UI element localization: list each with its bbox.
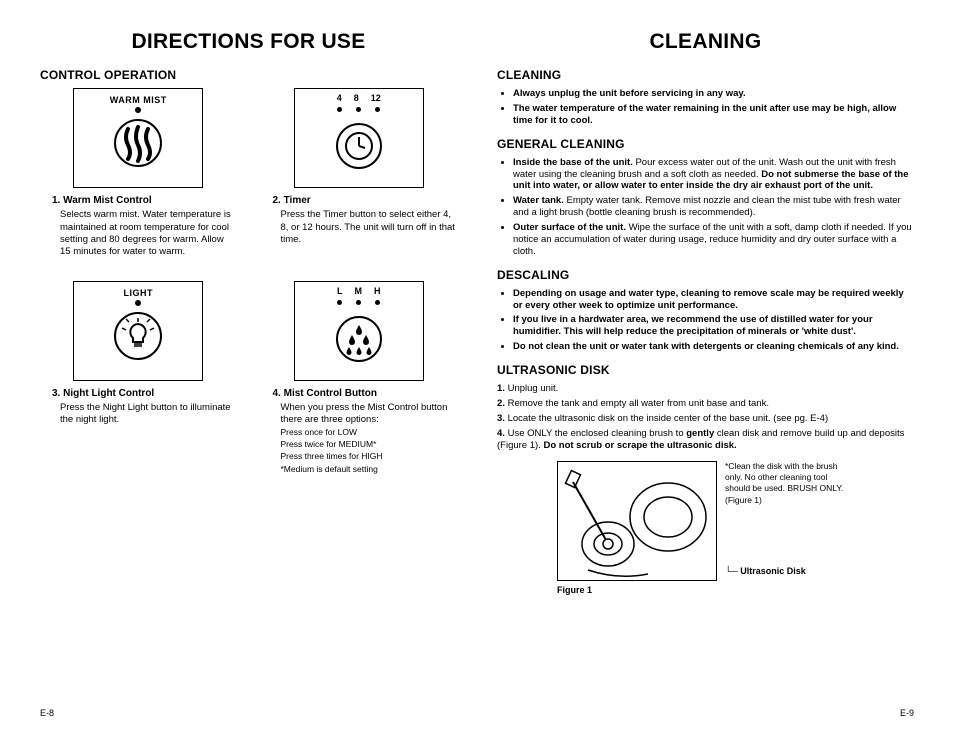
control-light: LIGHT 3. Night Light C xyxy=(40,281,237,476)
control-operation-heading: CONTROL OPERATION xyxy=(40,68,457,82)
page-number-left: E-8 xyxy=(40,708,54,718)
light-label: LIGHT xyxy=(124,288,154,298)
droplets-icon xyxy=(335,315,383,363)
ultrasonic-heading: ULTRASONIC DISK xyxy=(497,363,914,377)
descaling-heading: DESCALING xyxy=(497,268,914,282)
lightbulb-icon xyxy=(114,310,162,362)
cleaning-heading: CLEANING xyxy=(497,68,914,82)
figure-1-box xyxy=(557,461,717,581)
general-cleaning-list: Inside the base of the unit. Pour excess… xyxy=(497,157,914,258)
warm-mist-label: WARM MIST xyxy=(110,95,167,105)
warm-mist-box: WARM MIST xyxy=(73,88,203,188)
ultrasonic-steps: 1. Unplug unit. 2. Remove the tank and e… xyxy=(497,383,914,451)
dot-icon xyxy=(135,107,141,113)
cleaning-list: Always unplug the unit before servicing … xyxy=(497,88,914,127)
clock-icon xyxy=(335,122,383,170)
light-box: LIGHT xyxy=(73,281,203,381)
figure-caption: Figure 1 xyxy=(557,585,914,595)
page-number-right: E-9 xyxy=(900,708,914,718)
timer-box: 4 8 12 xyxy=(294,88,424,188)
general-cleaning-heading: GENERAL CLEANING xyxy=(497,137,914,151)
mist-box: L M H xyxy=(294,281,424,381)
descaling-list: Depending on usage and water type, clean… xyxy=(497,288,914,353)
right-title: CLEANING xyxy=(497,30,914,54)
ultrasonic-disk-label: └─ Ultrasonic Disk xyxy=(725,566,845,578)
heat-waves-icon xyxy=(114,117,162,169)
ultrasonic-disk-icon xyxy=(558,462,718,582)
figure-note: *Clean the disk with the brush only. No … xyxy=(725,461,845,505)
control-warm-mist: WARM MIST 1. Warm Mist Control Selects w… xyxy=(40,88,237,259)
left-title: DIRECTIONS FOR USE xyxy=(40,30,457,54)
dot-icon xyxy=(135,300,141,306)
control-mist: L M H 4. Mist xyxy=(261,281,458,476)
control-timer: 4 8 12 2. Timer Press the Timer button t… xyxy=(261,88,458,259)
